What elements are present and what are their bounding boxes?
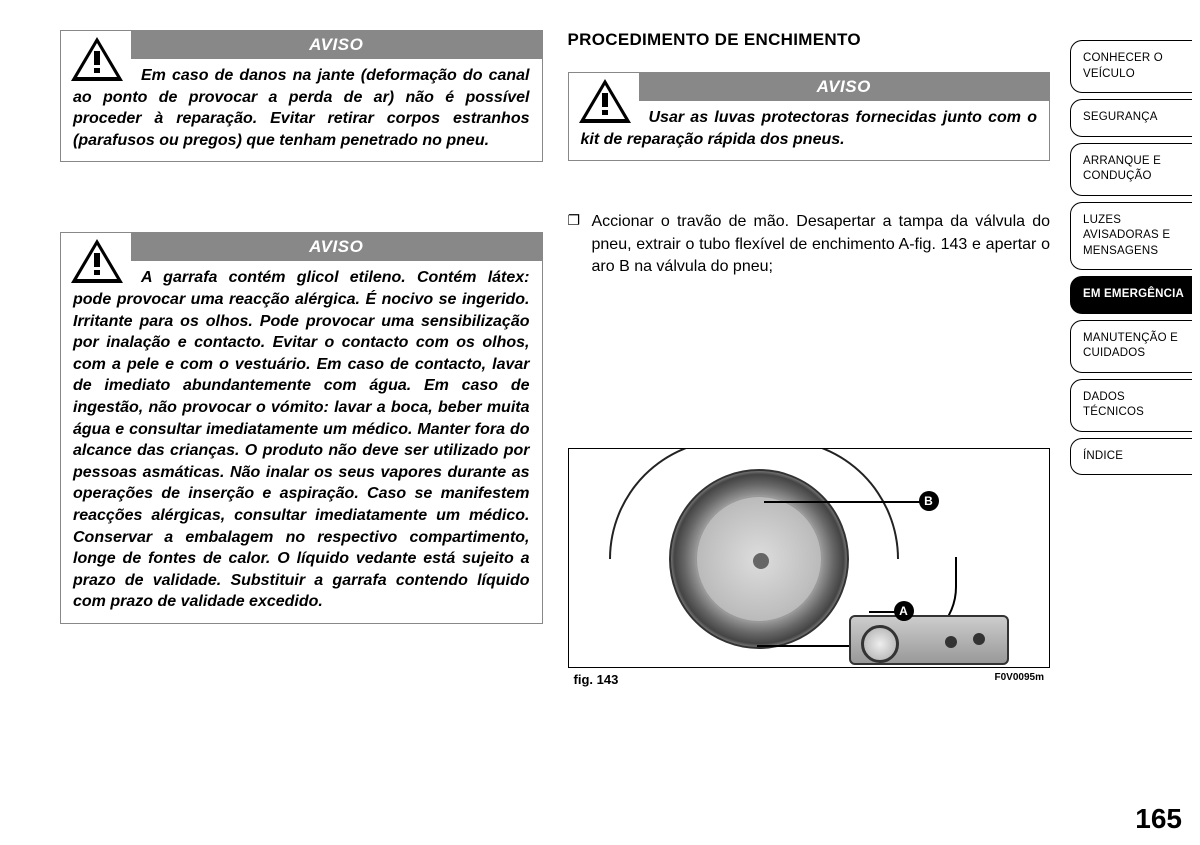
section-title: PROCEDIMENTO DE ENCHIMENTO <box>568 30 1051 50</box>
warning-triangle-icon <box>69 35 125 83</box>
page-container: AVISO Em caso de danos na jante (deforma… <box>0 0 1200 845</box>
tab-indice[interactable]: ÍNDICE <box>1070 438 1192 476</box>
warning-header: AVISO <box>131 233 542 261</box>
warning-text-3: Usar as luvas protectoras fornecidas jun… <box>569 101 1050 160</box>
warning-text-1: Em caso de danos na jante (deformação do… <box>61 59 542 161</box>
bullet-marker-icon: ❐ <box>568 211 592 278</box>
tab-conhecer-veiculo[interactable]: CONHECER O VEÍCULO <box>1070 40 1192 93</box>
left-column: AVISO Em caso de danos na jante (deforma… <box>60 30 543 835</box>
figure-label-b: B <box>919 491 939 511</box>
warning-triangle-icon <box>577 77 633 125</box>
tab-dados-tecnicos[interactable]: DADOS TÉCNICOS <box>1070 379 1192 432</box>
page-number: 165 <box>1135 803 1182 835</box>
figure-code: F0V0095m <box>995 672 1044 687</box>
warning-header: AVISO <box>131 31 542 59</box>
warning-box-3: AVISO Usar as luvas protectoras fornecid… <box>568 72 1051 161</box>
figure-leader-line <box>869 611 895 613</box>
figure-caption-row: fig. 143 F0V0095m <box>568 668 1051 687</box>
right-column: PROCEDIMENTO DE ENCHIMENTO AVISO Usar as… <box>568 30 1051 835</box>
tab-arranque-conducao[interactable]: ARRANQUE E CONDUÇÃO <box>1070 143 1192 196</box>
figure-label-a: A <box>894 601 914 621</box>
instruction-item: ❐ Accionar o travão de mão. Desapertar a… <box>568 211 1051 278</box>
figure-caption: fig. 143 <box>574 672 619 687</box>
warning-header: AVISO <box>639 73 1050 101</box>
section-tabs-sidebar: CONHECER O VEÍCULO SEGURANÇA ARRANQUE E … <box>1070 0 1200 845</box>
figure-leader-line <box>764 501 920 503</box>
content-area: AVISO Em caso de danos na jante (deforma… <box>0 0 1070 845</box>
instruction-text: Accionar o travão de mão. Desapertar a t… <box>592 211 1051 278</box>
tab-em-emergencia[interactable]: EM EMERGÊNCIA <box>1070 276 1192 314</box>
warning-box-1: AVISO Em caso de danos na jante (deforma… <box>60 30 543 162</box>
warning-text-2: A garrafa contém glicol etileno. Contém … <box>61 261 542 623</box>
warning-box-2: AVISO A garrafa contém glicol etileno. C… <box>60 232 543 624</box>
tab-manutencao[interactable]: MANUTENÇÃO E CUIDADOS <box>1070 320 1192 373</box>
figure-143: B A <box>568 448 1051 668</box>
figure-compressor <box>849 615 1009 665</box>
tab-luzes-avisadoras[interactable]: LUZES AVISADORAS E MENSAGENS <box>1070 202 1192 271</box>
tab-seguranca[interactable]: SEGURANÇA <box>1070 99 1192 137</box>
warning-triangle-icon <box>69 237 125 285</box>
